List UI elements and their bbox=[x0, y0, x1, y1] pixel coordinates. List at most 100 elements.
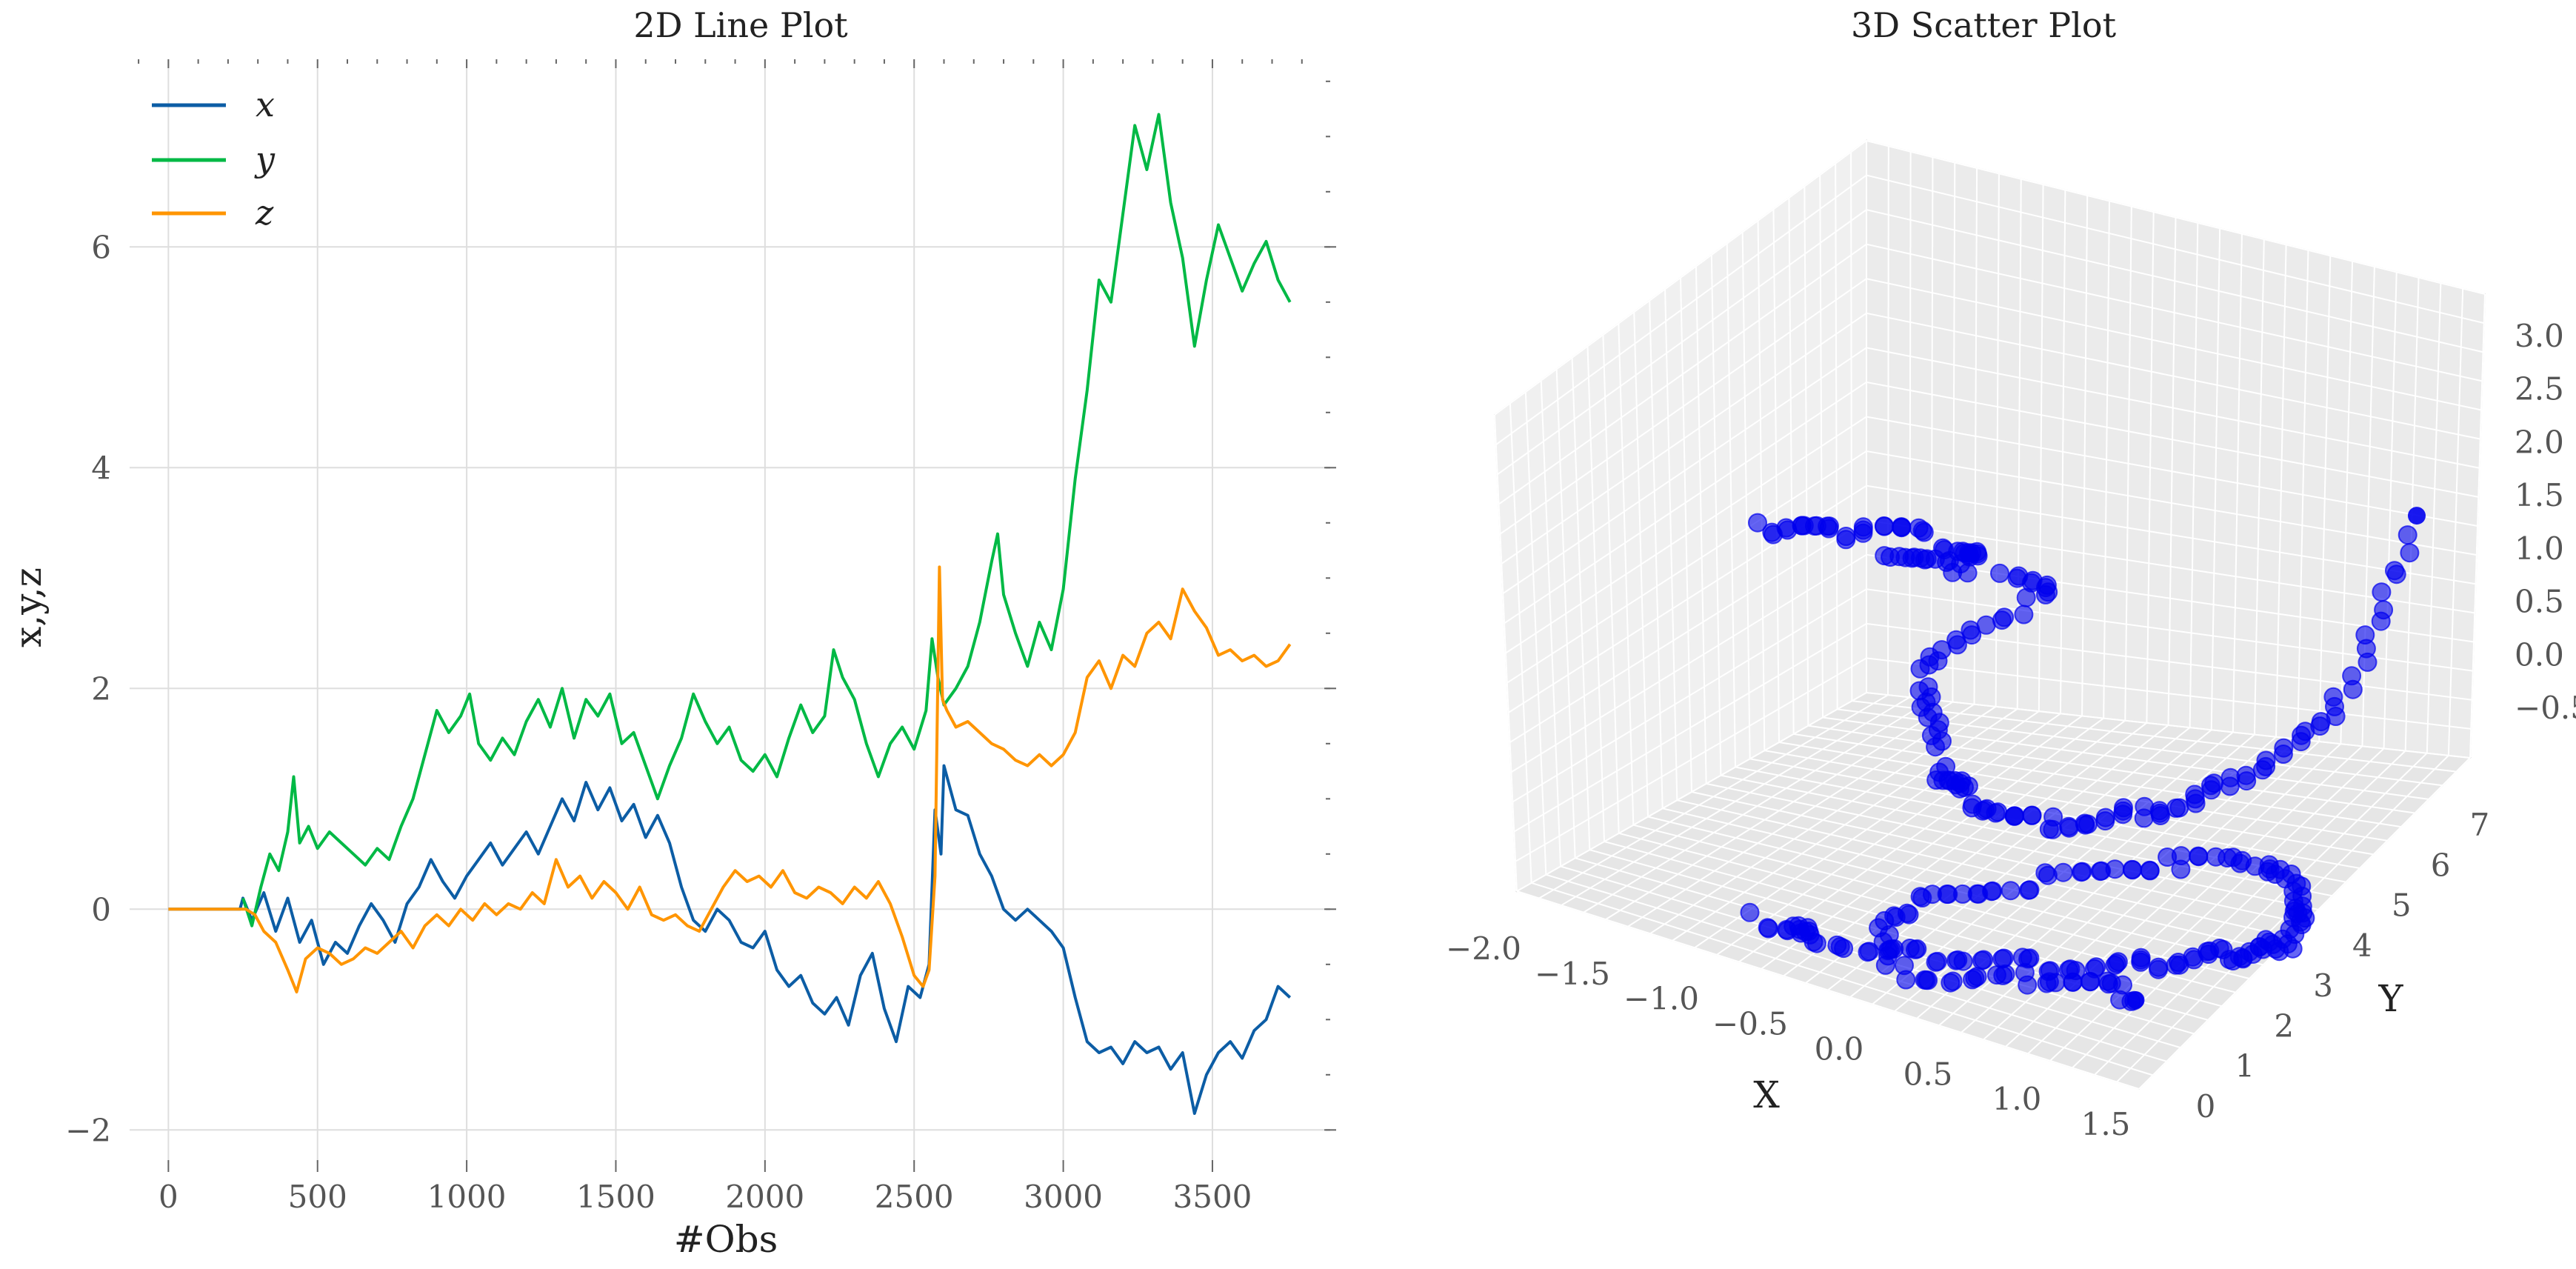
scatter-point bbox=[1875, 955, 1895, 975]
scatter-y-tick-label: 2 bbox=[2274, 1007, 2294, 1044]
scatter-point bbox=[2185, 785, 2205, 805]
scatter-point bbox=[2005, 806, 2025, 826]
pane-gridline bbox=[1512, 588, 2473, 803]
scatter-y-tick-label: 6 bbox=[2431, 847, 2451, 883]
legend-label-y: y bbox=[254, 139, 276, 179]
scatter-point bbox=[1967, 967, 1987, 987]
scatter-point bbox=[1990, 563, 2009, 583]
scatter-3d-title: 3D Scatter Plot bbox=[1851, 5, 2117, 45]
scatter-point bbox=[2236, 765, 2256, 785]
line-plot: 2D Line Plot 0 500 1000 1500 2000 2500 3000 350… bbox=[7, 5, 1336, 1261]
scatter-point bbox=[1892, 518, 1912, 538]
scatter-point bbox=[2095, 807, 2115, 827]
scatter-point bbox=[1910, 548, 1930, 568]
series-line-y bbox=[241, 113, 1292, 927]
scatter-z-tick-label: 3.0 bbox=[2515, 318, 2564, 354]
scatter-point bbox=[1995, 964, 2015, 984]
scatter-point bbox=[2078, 814, 2098, 834]
scatter-point bbox=[2022, 805, 2042, 825]
pane-gridline bbox=[1498, 243, 2483, 505]
scatter-point bbox=[1994, 948, 2014, 968]
scatter-point bbox=[1859, 942, 1879, 962]
floor-gridline bbox=[1691, 791, 2305, 925]
pane-gridline bbox=[1501, 312, 2480, 564]
scatter-x-tick-label: −0.5 bbox=[1712, 1006, 1788, 1042]
scatter-x-tick-label: −2.0 bbox=[1446, 930, 1521, 967]
scatter-point bbox=[1776, 518, 1796, 538]
floor-gridline bbox=[1852, 700, 2457, 773]
scatter-point bbox=[1907, 939, 1927, 959]
line-plot-title: 2D Line Plot bbox=[633, 5, 848, 45]
scatter-point bbox=[1958, 563, 1978, 583]
pane-gridline bbox=[1506, 450, 2477, 684]
floor-gridline bbox=[1778, 742, 2388, 842]
scatter-point bbox=[1926, 737, 1946, 757]
scatter-y-tick-label: 5 bbox=[2392, 887, 2412, 924]
scatter-x-tick-label: 1.5 bbox=[2081, 1106, 2131, 1142]
scatter-point bbox=[2408, 507, 2426, 525]
x-tick-label: 0 bbox=[159, 1179, 178, 1215]
scatter-point bbox=[1918, 970, 1938, 990]
x-tick-label: 1500 bbox=[576, 1179, 655, 1215]
scatter-point bbox=[1783, 916, 1803, 936]
scatter-point bbox=[2206, 847, 2226, 867]
x-tick-label: 500 bbox=[288, 1179, 347, 1215]
scatter-point bbox=[1992, 610, 2012, 630]
scatter-point bbox=[2398, 525, 2417, 545]
pane-gridline bbox=[1508, 484, 2476, 713]
series-line-x bbox=[168, 764, 1292, 1115]
scatter-point bbox=[2043, 819, 2063, 839]
y-tick-label: 0 bbox=[91, 891, 111, 927]
scatter-3d-plot: 3D Scatter Plot −2.0 −1.5 −1.0 −0.5 0.0 0.5 1.… bbox=[1446, 5, 2576, 1142]
line-plot-series bbox=[168, 113, 1292, 1115]
scatter-point bbox=[2140, 860, 2160, 880]
scatter-point bbox=[2204, 773, 2224, 793]
pane-gridline bbox=[1499, 278, 2482, 535]
line-plot-y-label: x,y,z bbox=[7, 567, 50, 647]
scatter-z-tick-label: 1.5 bbox=[2515, 477, 2564, 513]
floor-gridline bbox=[1764, 750, 2374, 856]
scatter-point bbox=[1834, 939, 1854, 959]
pane-gridline bbox=[1516, 691, 2471, 892]
pane-gridline bbox=[1497, 209, 2483, 476]
scatter-point bbox=[1819, 519, 1839, 539]
scatter-point bbox=[2223, 847, 2243, 867]
y-tick-label: −2 bbox=[65, 1112, 111, 1148]
line-plot-y-tick-labels: −2 0 2 4 6 bbox=[65, 229, 111, 1148]
scatter-point bbox=[1950, 779, 1970, 799]
x-tick-label: 2000 bbox=[725, 1179, 804, 1215]
scatter-point bbox=[2046, 973, 2066, 993]
scatter-point bbox=[1912, 888, 1932, 907]
line-plot-legend: x y z bbox=[152, 84, 276, 233]
pane-gridline bbox=[1494, 139, 2486, 416]
scatter-point bbox=[2019, 880, 2039, 900]
floor-gridline bbox=[1546, 873, 2167, 1062]
scatter-point bbox=[2072, 862, 2091, 882]
line-plot-frame-ticks bbox=[138, 59, 1336, 1172]
y-tick-label: 6 bbox=[91, 229, 111, 265]
scatter-y-tick-label: 4 bbox=[2352, 927, 2372, 964]
scatter-point bbox=[1748, 513, 1767, 533]
scatter-3d-y-label: Y bbox=[2378, 977, 2403, 1020]
scatter-x-tick-label: −1.5 bbox=[1535, 956, 1610, 992]
scatter-point bbox=[1740, 902, 1760, 922]
line-plot-grid bbox=[130, 59, 1326, 1163]
scatter-point bbox=[2274, 738, 2294, 758]
scatter-x-tick-label: 0.5 bbox=[1903, 1056, 1953, 1092]
series-line-z bbox=[168, 565, 1292, 993]
pane-gridline bbox=[1495, 174, 2484, 445]
scatter-point bbox=[2108, 952, 2128, 972]
line-plot-x-label: #Obs bbox=[674, 1218, 778, 1261]
scatter-3d-x-label: X bbox=[1753, 1073, 1780, 1116]
legend-label-z: z bbox=[255, 193, 274, 233]
scatter-point bbox=[1969, 884, 1989, 904]
scatter-3d-points bbox=[1740, 507, 2426, 1011]
scatter-point bbox=[1974, 950, 1994, 970]
scatter-point bbox=[2400, 543, 2420, 563]
floor-gridline bbox=[1721, 774, 2332, 897]
scatter-point bbox=[2171, 859, 2191, 879]
scatter-point bbox=[2149, 957, 2169, 977]
scatter-point bbox=[1853, 517, 1873, 537]
